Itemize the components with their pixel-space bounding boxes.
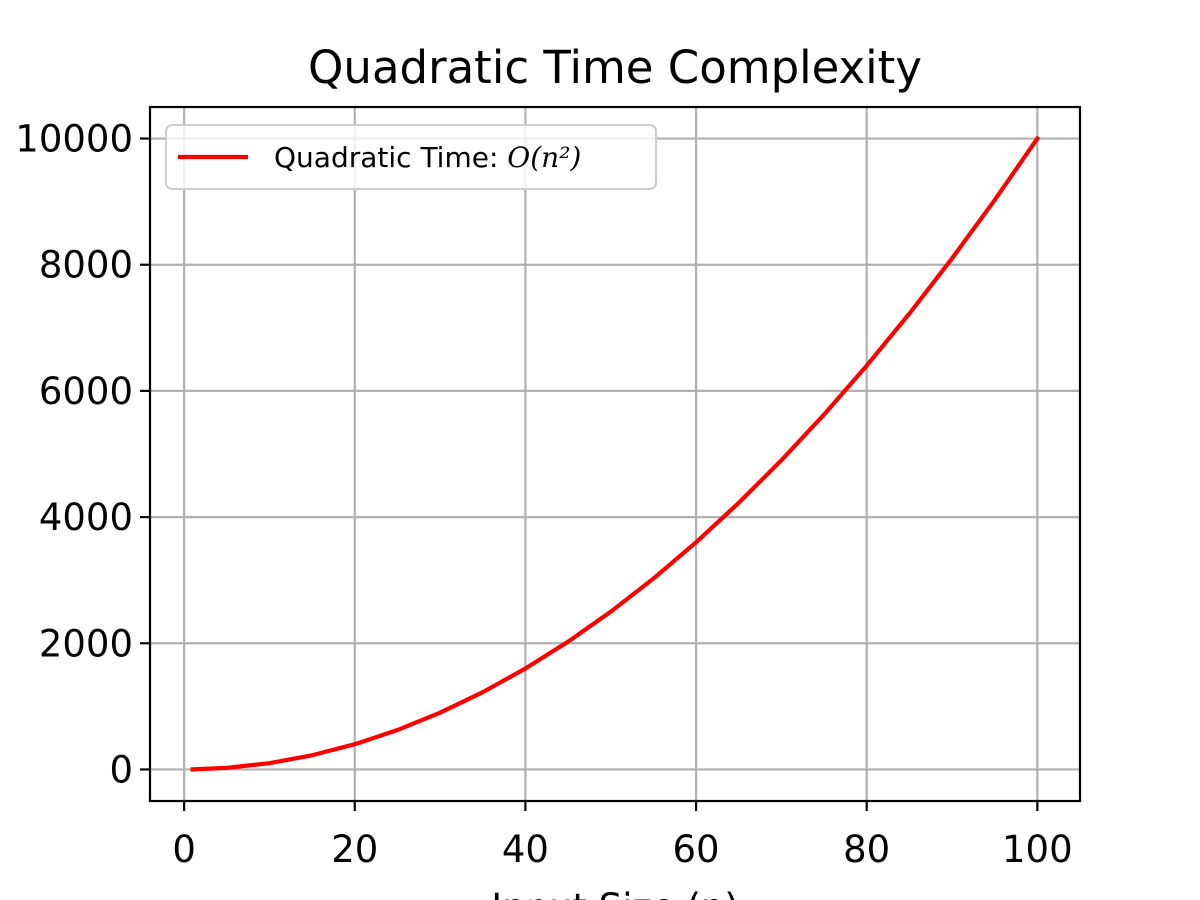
series-layer <box>190 135 1041 772</box>
y-tick-label-1: 2000 <box>39 622 133 665</box>
x-tick-labels: 0 20 40 60 80 100 <box>172 828 1072 871</box>
x-tick-label-2: 40 <box>502 828 549 871</box>
x-axis-label: Input Size (n) <box>491 886 739 900</box>
y-tick-label-2: 4000 <box>39 496 133 539</box>
x-tick-label-5: 100 <box>1002 828 1073 871</box>
x-tick-label-3: 60 <box>673 828 720 871</box>
y-tick-label-3: 6000 <box>39 370 133 413</box>
chart-title: Quadratic Time Complexity <box>308 41 922 94</box>
x-tick-label-1: 20 <box>331 828 378 871</box>
legend: Quadratic Time: O(n²) <box>165 124 657 190</box>
grid-lines <box>150 107 1080 801</box>
x-tick-label-4: 80 <box>843 828 890 871</box>
x-tick-label-0: 0 <box>172 828 196 871</box>
y-tick-label-0: 0 <box>109 748 133 791</box>
plot-area <box>140 105 1082 811</box>
legend-entry-math: O(n²) <box>507 141 581 174</box>
tick-marks <box>140 137 1039 811</box>
y-tick-label-5: 10000 <box>15 118 133 161</box>
legend-entry-label: Quadratic Time: O(n²) <box>274 141 581 174</box>
y-tick-label-4: 8000 <box>39 244 133 287</box>
legend-entry-prefix: Quadratic Time: <box>274 141 507 174</box>
y-tick-labels: 0 2000 4000 6000 8000 10000 <box>15 118 133 792</box>
axes-frame <box>148 105 1082 803</box>
legend-box <box>165 124 657 190</box>
